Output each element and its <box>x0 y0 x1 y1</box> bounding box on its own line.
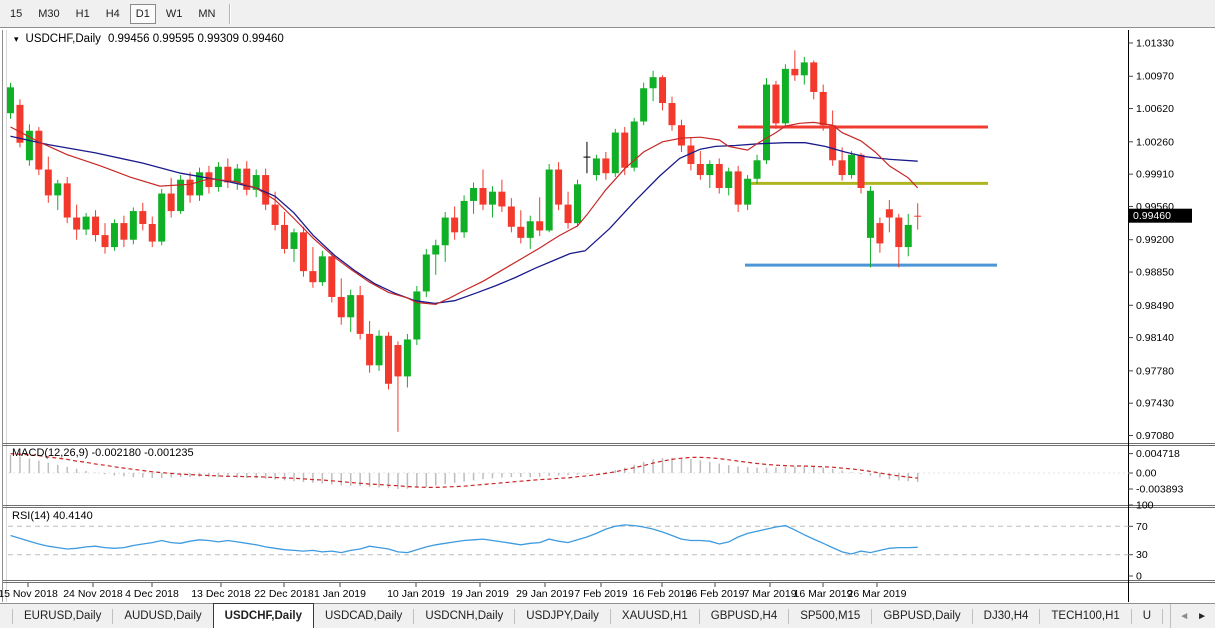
timeframe-button-H1[interactable]: H1 <box>75 7 90 20</box>
tab-separator <box>514 608 516 624</box>
tab-separator <box>1039 608 1041 624</box>
svg-text:0.98850: 0.98850 <box>1136 267 1174 279</box>
svg-text:16 Feb 2019: 16 Feb 2019 <box>633 588 692 600</box>
date-axis: 15 Nov 2018 24 Nov 2018 4 Dec 2018 13 Dec 2… <box>0 583 907 600</box>
tab-separator <box>609 608 611 624</box>
tab-usdjpy-daily[interactable]: USDJPY,Daily <box>526 610 599 622</box>
svg-text:26 Feb 2019: 26 Feb 2019 <box>686 588 745 600</box>
tab-separator <box>1162 608 1164 624</box>
tab-separator <box>1130 608 1132 624</box>
timeframe-toolbar: 15 M30 H1 H4 D1 W1 MN <box>0 0 1215 28</box>
toolbar-separator <box>229 3 232 24</box>
svg-text:1.00260: 1.00260 <box>1136 136 1174 148</box>
tab-gbpusd-daily[interactable]: GBPUSD,Daily <box>883 610 961 622</box>
tab-gbpusd-h4[interactable]: GBPUSD,H4 <box>710 610 778 622</box>
tab-usdcad-daily[interactable]: USDCAD,Daily <box>324 610 403 622</box>
svg-text:0.97780: 0.97780 <box>1136 365 1174 377</box>
svg-text:1.00970: 1.00970 <box>1136 71 1174 83</box>
timeframe-button-M30[interactable]: M30 <box>38 7 60 20</box>
svg-text:26 Mar 2019: 26 Mar 2019 <box>848 588 907 600</box>
svg-text:0.004718: 0.004718 <box>1136 448 1180 460</box>
tab-usdchf-daily[interactable]: USDCHF,Daily <box>212 603 314 628</box>
timeframe-button-MN[interactable]: MN <box>198 7 216 20</box>
candles-layer <box>7 50 922 432</box>
tab-sp500-m15[interactable]: SP500,M15 <box>800 610 861 622</box>
tab-separator <box>698 608 700 624</box>
svg-text:1 Jan 2019: 1 Jan 2019 <box>314 588 366 600</box>
tab-usdcnh-daily[interactable]: USDCNH,Daily <box>425 610 504 622</box>
svg-text:0.97430: 0.97430 <box>1136 398 1174 410</box>
tab-dj30-h4[interactable]: DJ30,H4 <box>983 610 1029 622</box>
macd-indicator-label: MACD(12,26,9) -0.002180 -0.001235 <box>12 447 194 459</box>
tab-scroll-left-icon[interactable]: ◄ <box>1179 610 1190 622</box>
price-axis: 1.013301.009701.006201.002600.999100.995… <box>1128 38 1192 442</box>
svg-text:30: 30 <box>1136 549 1148 561</box>
tab-separator <box>971 608 973 624</box>
svg-text:100: 100 <box>1136 500 1154 512</box>
svg-text:24 Nov 2018: 24 Nov 2018 <box>63 588 123 600</box>
svg-text:70: 70 <box>1136 521 1148 533</box>
tab-xauusd-h1[interactable]: XAUUSD,H1 <box>621 610 688 622</box>
tab-scroll-arrows: ◄ ► <box>1170 604 1215 628</box>
svg-text:0: 0 <box>1136 571 1142 583</box>
svg-text:0.97080: 0.97080 <box>1136 430 1174 442</box>
tab-u[interactable]: U <box>1142 610 1152 622</box>
timeframe-button-H4[interactable]: H4 <box>105 7 120 20</box>
macd-values: -0.002180 -0.001235 <box>91 447 194 459</box>
svg-text:7 Feb 2019: 7 Feb 2019 <box>574 588 627 600</box>
horizontal-lines <box>738 125 997 267</box>
tab-tech100-h1[interactable]: TECH100,H1 <box>1051 610 1120 622</box>
svg-text:0.98140: 0.98140 <box>1136 332 1174 344</box>
rsi-value: 40.4140 <box>52 510 93 522</box>
tab-scroll-right-icon[interactable]: ► <box>1197 610 1207 622</box>
macd-title: MACD(12,26,9) <box>12 447 89 459</box>
svg-text:10 Jan 2019: 10 Jan 2019 <box>387 588 445 600</box>
svg-text:1.00620: 1.00620 <box>1136 103 1174 115</box>
tab-audusd-daily[interactable]: AUDUSD,Daily <box>124 610 202 622</box>
chart-title: ▾ USDCHF,Daily 0.99456 0.99595 0.99309 0… <box>14 33 284 45</box>
rsi-title: RSI(14) <box>12 510 50 522</box>
timeframe-button-15[interactable]: 15 <box>10 7 23 20</box>
svg-text:-0.003893: -0.003893 <box>1136 484 1183 496</box>
svg-text:0.00: 0.00 <box>1136 468 1157 480</box>
rsi-indicator-label: RSI(14) 40.4140 <box>12 510 93 522</box>
ma-slow-line <box>10 135 918 305</box>
svg-text:29 Jan 2019: 29 Jan 2019 <box>516 588 574 600</box>
svg-text:15 Nov 2018: 15 Nov 2018 <box>0 588 58 600</box>
timeframe-button-W1[interactable]: W1 <box>165 7 183 20</box>
svg-text:13 Dec 2018: 13 Dec 2018 <box>191 588 251 600</box>
svg-text:0.99460: 0.99460 <box>1133 210 1171 222</box>
chart-dropdown-icon[interactable]: ▾ <box>14 33 19 44</box>
tab-eurusd-daily[interactable]: EURUSD,Daily <box>24 610 102 622</box>
chart-canvas[interactable]: 1.01330 1.00970 1.00620 1.00260 0.99910 0.995… <box>0 28 1215 603</box>
svg-text:16 Mar 2019: 16 Mar 2019 <box>794 588 853 600</box>
svg-text:0.99200: 0.99200 <box>1136 234 1174 246</box>
rsi-panel: 100 70 30 0 <box>8 500 1154 583</box>
tab-separator <box>788 608 790 624</box>
rsi-line <box>10 524 918 555</box>
tab-separator <box>871 608 873 624</box>
chart-ohlc-values: 0.99456 0.99595 0.99309 0.99460 <box>107 33 284 45</box>
tab-stub <box>0 608 13 624</box>
macd-panel: 0.004718 0.00 -0.003893 <box>8 448 1183 496</box>
svg-text:4 Dec 2018: 4 Dec 2018 <box>125 588 179 600</box>
svg-text:0.99910: 0.99910 <box>1136 169 1174 181</box>
ma-fast-line <box>10 121 919 306</box>
chart-symbol-label: USDCHF,Daily <box>25 33 101 45</box>
symbol-tabbar: EURUSD,Daily AUDUSD,Daily USDCHF,Daily USDC… <box>0 603 1215 628</box>
svg-text:7 Mar 2019: 7 Mar 2019 <box>743 588 796 600</box>
svg-text:0.98490: 0.98490 <box>1136 300 1174 312</box>
timeframe-button-D1[interactable]: D1 <box>129 3 156 24</box>
tab-separator <box>413 608 415 624</box>
svg-text:22 Dec 2018: 22 Dec 2018 <box>254 588 314 600</box>
svg-text:1.01330: 1.01330 <box>1136 38 1174 50</box>
svg-text:19 Jan 2019: 19 Jan 2019 <box>451 588 509 600</box>
tab-separator <box>112 608 114 624</box>
macd-signal-line <box>10 453 918 488</box>
